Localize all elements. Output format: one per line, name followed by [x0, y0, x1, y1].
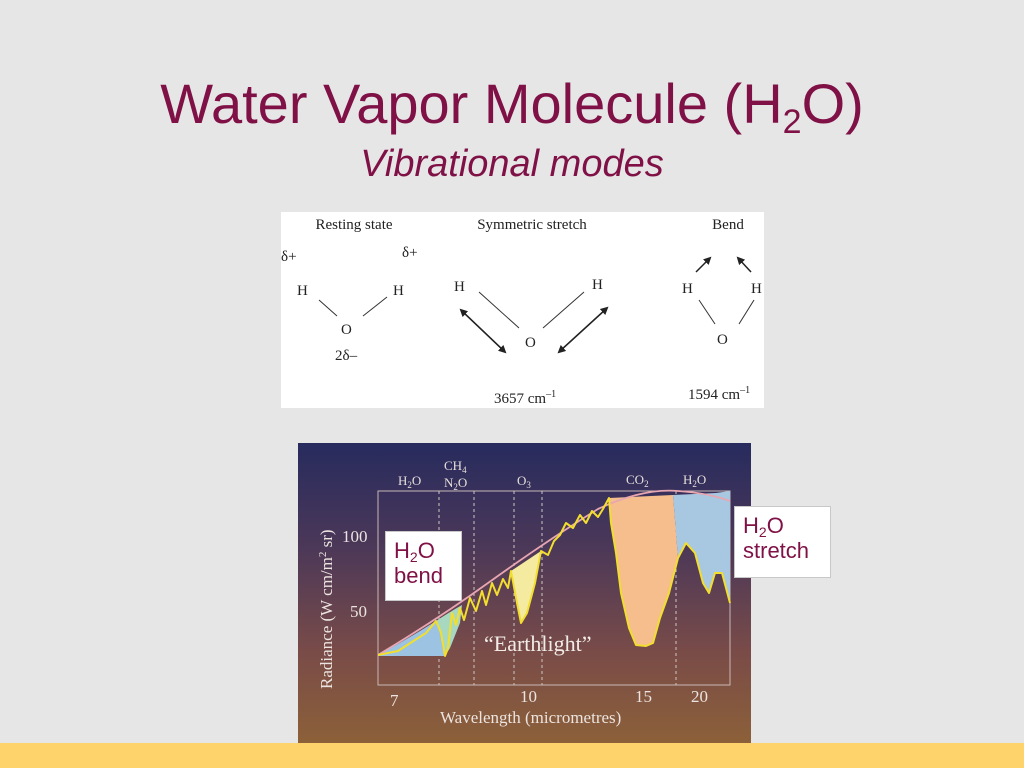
h2o-stretch-formula: H2O: [743, 513, 784, 540]
resting-right-bond: [362, 296, 388, 317]
blackbody-curve: [377, 489, 731, 656]
bend-left-bond: [698, 299, 716, 325]
y-tick-100: 100: [342, 527, 368, 546]
left-h-charge: δ+: [281, 249, 297, 265]
stretch-left-arrow-in: [462, 311, 507, 354]
stretch-right-arrow-in: [557, 309, 606, 354]
band-label-h2o-left: H2O: [398, 473, 421, 490]
title-subscript: 2: [782, 103, 802, 141]
x-tick-15: 15: [635, 687, 652, 706]
resting-left-hydrogen: H: [297, 283, 308, 299]
x-axis-title: Wavelength (micrometres): [440, 708, 621, 727]
x-tick-10: 10: [520, 687, 537, 706]
spectrum-svg: H2O CH4 N2O O3 CO2 H2O 100 50 7 10 15 20…: [298, 443, 751, 745]
bend-frequency-exponent: –1: [739, 385, 750, 396]
resting-state-heading: Resting state: [315, 217, 392, 233]
band-label-h2o-right: H2O: [683, 472, 706, 489]
bend-right-bond: [738, 299, 755, 325]
band-label-co2: CO2: [626, 472, 649, 489]
slide-title: Water Vapor Molecule (H2O): [0, 70, 1024, 141]
right-h-charge: δ+: [402, 245, 418, 261]
x-tick-7: 7: [390, 691, 399, 710]
earthlight-spectrum-figure: H2O CH4 N2O O3 CO2 H2O 100 50 7 10 15 20…: [298, 443, 751, 745]
slide-subtitle: Vibrational modes: [360, 143, 664, 185]
footer-accent-bar: [0, 743, 1024, 768]
stretch-left-bond: [478, 291, 520, 329]
y-axis-title: Radiance (W cm/m2 sr): [317, 529, 336, 689]
bend-frequency: 1594 cm–1: [688, 385, 750, 403]
resting-right-hydrogen: H: [393, 283, 404, 299]
bend-right-arrow: [736, 256, 752, 273]
stretch-right-bond: [542, 291, 585, 329]
band-label-n2o: N2O: [444, 475, 467, 492]
bend-molecule: H H O 1594 cm–1: [682, 256, 762, 403]
h2o-stretch-callout: H2O stretch: [734, 506, 831, 578]
resting-state-molecule: δ+ δ+ H H O 2δ–: [281, 245, 418, 364]
vibrational-modes-diagram: Resting state Symmetric stretch Bend δ+ …: [281, 212, 764, 408]
stretch-oxygen: O: [525, 335, 536, 351]
symmetric-stretch-heading: Symmetric stretch: [477, 217, 587, 233]
o3-absorption-fill: [511, 551, 541, 623]
stretch-left-hydrogen: H: [454, 279, 465, 295]
bend-frequency-value: 1594 cm: [688, 387, 740, 403]
oxygen-charge: 2δ–: [335, 348, 358, 364]
title-prefix: Water Vapor Molecule (H: [160, 72, 783, 135]
x-tick-20: 20: [691, 687, 708, 706]
resting-left-bond: [318, 299, 338, 317]
h2o-stretch-absorption-fill: [673, 491, 730, 603]
earthlight-annotation: “Earthlight”: [484, 631, 592, 656]
bend-heading: Bend: [712, 217, 744, 233]
symmetric-frequency-exponent: –1: [545, 389, 556, 400]
h2o-bend-label: bend: [394, 563, 443, 588]
symmetric-frequency-value: 3657 cm: [494, 391, 546, 407]
stretch-right-hydrogen: H: [592, 277, 603, 293]
y-tick-50: 50: [350, 602, 367, 621]
symmetric-stretch-molecule: H H O 3657 cm–1: [454, 277, 609, 407]
bend-oxygen: O: [717, 332, 728, 348]
bend-right-hydrogen: H: [751, 281, 762, 297]
bend-left-arrow: [695, 256, 712, 273]
band-label-o3: O3: [517, 473, 531, 490]
symmetric-frequency: 3657 cm–1: [494, 389, 556, 407]
title-suffix: O): [801, 72, 864, 135]
slide-title-block: Water Vapor Molecule (H2O) Vibrational m…: [0, 70, 1024, 186]
h2o-bend-formula: H2O: [394, 538, 435, 565]
measured-radiance-line: [377, 497, 731, 657]
co2-absorption-fill: [609, 495, 678, 646]
resting-oxygen: O: [341, 322, 352, 338]
modes-svg: Resting state Symmetric stretch Bend δ+ …: [281, 217, 762, 407]
band-label-ch4: CH4: [444, 458, 467, 475]
h2o-bend-callout: H2O bend: [385, 531, 462, 601]
bend-left-hydrogen: H: [682, 281, 693, 297]
h2o-stretch-label: stretch: [743, 538, 810, 563]
